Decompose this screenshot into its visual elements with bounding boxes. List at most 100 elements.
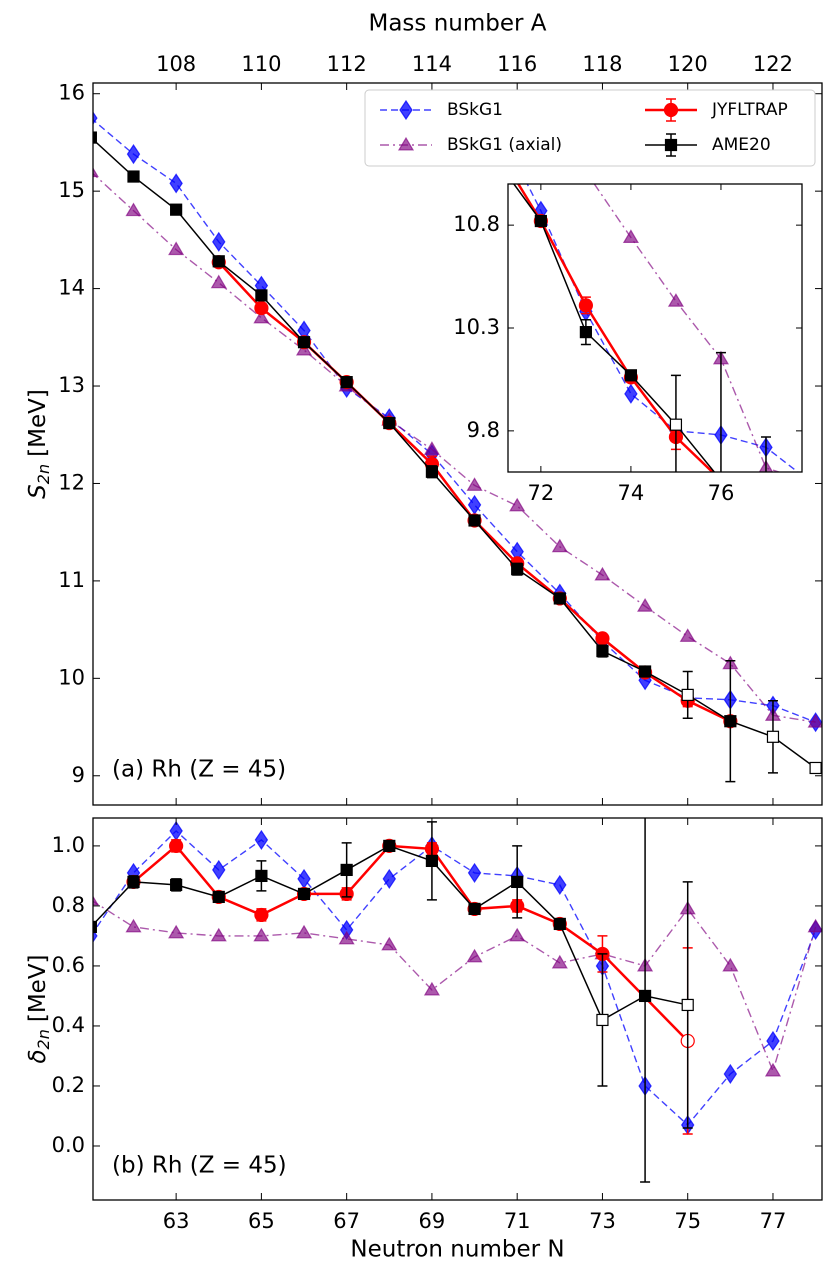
triangle-marker (679, 628, 696, 642)
x2-axis-label: Mass number A (368, 11, 546, 37)
diamond-marker (382, 868, 397, 889)
diamond-marker (93, 111, 98, 125)
square-marker (255, 869, 268, 883)
square-marker (681, 688, 694, 701)
plot-area (93, 818, 822, 1183)
y-tick-label: 12 (58, 470, 85, 494)
diamond-marker (805, 473, 817, 491)
square-marker (624, 369, 638, 382)
square-marker (170, 203, 183, 216)
triangle-marker (509, 927, 526, 942)
triangle-marker (168, 241, 185, 256)
x-tick-label: 63 (163, 1209, 190, 1233)
square-marker (297, 336, 311, 349)
square-marker (579, 326, 592, 339)
diamond-marker (297, 868, 311, 889)
diamond-marker (126, 144, 141, 165)
diamond-marker (212, 231, 226, 252)
triangle-marker (125, 202, 142, 217)
y-tick-label: 9 (72, 763, 85, 787)
plot-area (93, 111, 822, 783)
y-tick-label: 10.8 (453, 212, 500, 236)
square-marker (383, 839, 396, 853)
triangle-marker (466, 948, 483, 963)
error-bar (715, 351, 726, 472)
square-marker (340, 376, 353, 389)
x-tick-label: 118 (582, 52, 622, 76)
diamond-marker (169, 173, 183, 194)
triangle-marker (93, 895, 99, 906)
square-marker (93, 920, 97, 934)
x-tick-label: 77 (760, 1209, 787, 1233)
square-marker (511, 563, 524, 576)
square-marker (340, 863, 353, 877)
x-tick-label: 72 (527, 481, 554, 505)
y-tick-label: 10 (58, 665, 85, 689)
x-tick-label: 122 (753, 52, 793, 76)
square-marker (127, 875, 140, 889)
diamond-marker (766, 1030, 780, 1052)
x-tick-label: 110 (241, 52, 281, 76)
plot-area (512, 184, 817, 519)
x-tick-label: 74 (618, 481, 645, 505)
y-tick-label: 16 (58, 81, 85, 105)
y-tick-label: 10.3 (453, 315, 500, 339)
x-tick-label: 73 (589, 1209, 616, 1233)
square-marker (760, 508, 771, 519)
square-marker (93, 131, 97, 144)
triangle-marker (764, 1062, 782, 1077)
triangle-marker (667, 293, 684, 307)
legend-frame (364, 89, 816, 167)
y-label-subscript: 2n (34, 1029, 53, 1049)
triangle-marker (295, 924, 313, 939)
x-tick-label: 69 (419, 1209, 446, 1233)
x-tick-label: 67 (333, 1209, 360, 1233)
y-tick-label: 0.2 (52, 1073, 85, 1097)
square-marker (681, 998, 694, 1012)
square-marker (425, 465, 439, 478)
x-tick-label: 75 (674, 1209, 701, 1233)
x-tick-label: 71 (504, 1209, 531, 1233)
x-tick-label: 116 (497, 52, 537, 76)
square-marker (724, 715, 737, 728)
series-line (93, 118, 816, 723)
y-label-symbol: δ (25, 1049, 51, 1063)
error-bar (760, 436, 771, 472)
y-label-unit: [MeV] (25, 389, 51, 457)
x-tick-label: 120 (668, 52, 708, 76)
y-tick-label: 0.0 (52, 1133, 85, 1157)
triangle-marker (338, 930, 355, 945)
inset-background (508, 184, 802, 472)
x-tick-label: 112 (327, 52, 367, 76)
y-label-symbol: S (25, 484, 51, 499)
diamond-marker (254, 829, 269, 850)
circle-marker (254, 300, 269, 316)
axes-frame (92, 817, 823, 1201)
y-tick-label: 1.0 (52, 833, 85, 857)
y-tick-label: 13 (58, 373, 85, 397)
legend-marker (664, 138, 678, 152)
panel-annotation: (b) Rh (Z = 45) (112, 1153, 287, 1179)
y-tick-label: 0.6 (52, 953, 85, 977)
triangle-marker (423, 441, 440, 455)
circle-marker (254, 907, 269, 923)
diamond-marker (467, 862, 482, 883)
triangle-marker (381, 936, 398, 951)
square-marker (553, 917, 566, 931)
square-marker (212, 255, 225, 268)
legend-label: BSkG1 (447, 100, 503, 120)
x-tick-label: 76 (708, 481, 735, 505)
x-tick-label: 65 (248, 1209, 275, 1233)
axes-frame (92, 82, 823, 806)
square-marker (383, 416, 396, 430)
square-marker (809, 761, 822, 775)
triangle-marker (622, 229, 639, 243)
triangle-marker (93, 167, 99, 178)
triangle-marker (253, 309, 270, 324)
square-marker (596, 644, 609, 658)
y-tick-label: 11 (58, 568, 85, 592)
legend-marker (399, 99, 413, 121)
legend-label: BSkG1 (axial) (447, 135, 562, 155)
y-axis-label: S2n [MeV] (25, 389, 53, 499)
